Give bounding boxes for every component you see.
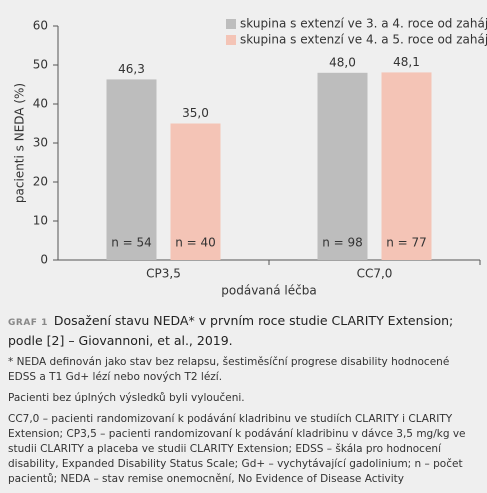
caption-note: Pacienti bez úplných výsledků byli vylou…: [8, 392, 245, 404]
legend-label: skupina s extenzí ve 3. a 4. roce od zah…: [240, 17, 487, 31]
n-label: n = 77: [386, 236, 427, 250]
y-tick-label: 0: [40, 253, 48, 267]
value-label: 35,0: [182, 106, 209, 120]
y-tick-label: 20: [33, 175, 48, 189]
y-tick-label: 50: [33, 58, 48, 72]
y-tick-label: 60: [33, 19, 48, 33]
n-label: n = 98: [322, 236, 363, 250]
caption-note: CC7,0 – pacienti randomizovaní k podáván…: [8, 413, 466, 485]
caption-title-block: GRAF 1 Dosažení stavu NEDA* v prvním roce…: [8, 312, 478, 349]
bar: [381, 72, 432, 260]
x-axis-label: podávaná léčba: [221, 284, 316, 298]
y-tick-label: 40: [33, 97, 48, 111]
y-axis-label: pacienti s NEDA (%): [13, 83, 27, 203]
value-label: 48,1: [393, 55, 420, 69]
value-label: 48,0: [329, 55, 356, 69]
bar: [170, 123, 221, 260]
n-label: n = 40: [175, 236, 216, 250]
legend-label: skupina s extenzí ve 4. a 5. roce od zah…: [240, 33, 487, 47]
n-label: n = 54: [111, 236, 152, 250]
y-tick-label: 10: [33, 214, 48, 228]
value-label: 46,3: [118, 62, 145, 76]
caption: GRAF 1 Dosažení stavu NEDA* v prvním roce…: [8, 312, 478, 493]
caption-note: * NEDA definován jako stav bez relapsu, …: [8, 356, 450, 383]
x-tick-label: CC7,0: [357, 267, 393, 281]
x-tick-label: CP3,5: [146, 267, 181, 281]
caption-label: GRAF 1: [8, 318, 48, 328]
bar: [106, 79, 157, 261]
legend-swatch: [226, 35, 236, 45]
bar: [317, 72, 368, 260]
legend-swatch: [226, 19, 236, 29]
caption-title: Dosažení stavu NEDA* v prvním roce studi…: [8, 313, 454, 348]
y-tick-label: 30: [33, 136, 48, 150]
chart: pacienti s NEDA (%) podávaná léčba 0 10 20…: [13, 17, 487, 298]
